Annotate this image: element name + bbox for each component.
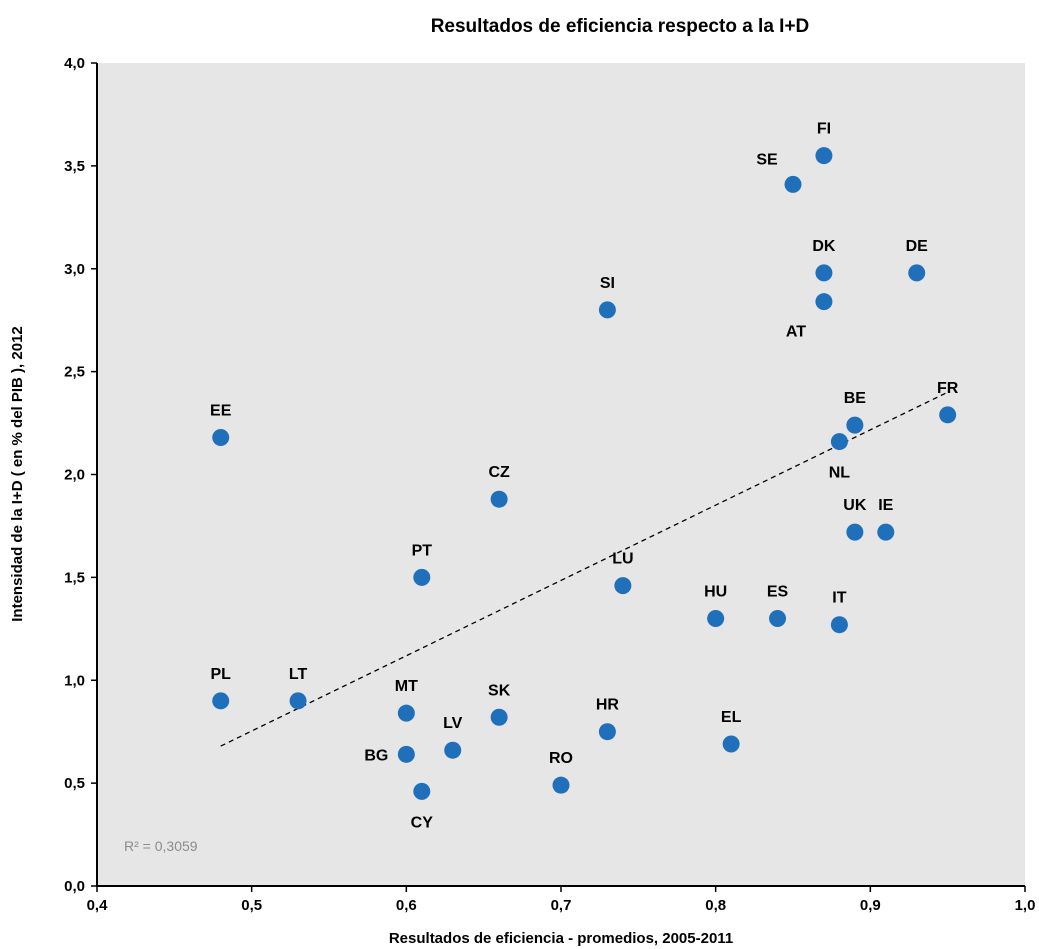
data-point-sk	[490, 708, 508, 726]
data-point-lv	[444, 741, 462, 759]
point-label-fr: FR	[937, 380, 959, 397]
data-point-cz	[490, 490, 508, 508]
point-label-sk: SK	[488, 682, 511, 699]
r-squared-label: R² = 0,3059	[124, 838, 198, 854]
data-point-pl	[212, 692, 230, 710]
y-tick-label: 2,5	[64, 364, 85, 381]
point-label-it: IT	[832, 590, 846, 607]
y-tick-label: 1,0	[64, 672, 85, 689]
data-point-hr	[598, 723, 616, 741]
data-point-si	[598, 301, 616, 319]
x-tick-label: 0,6	[396, 897, 417, 914]
x-tick-label: 0,5	[241, 897, 262, 914]
x-tick-label: 0,8	[705, 897, 726, 914]
data-point-bg	[397, 745, 415, 763]
point-label-se: SE	[756, 151, 778, 168]
data-point-dk	[815, 264, 833, 282]
y-tick-label: 1,5	[64, 569, 85, 586]
point-label-cy: CY	[411, 814, 434, 831]
data-point-el	[722, 735, 740, 753]
data-point-mt	[397, 704, 415, 722]
point-label-lu: LU	[612, 551, 633, 568]
point-label-dk: DK	[812, 238, 836, 255]
x-tick-label: 0,4	[87, 897, 109, 914]
point-label-ro: RO	[549, 750, 573, 767]
point-label-ie: IE	[878, 497, 893, 514]
y-tick-label: 0,5	[64, 775, 85, 792]
x-tick-label: 1,0	[1015, 897, 1036, 914]
x-tick-label: 0,9	[860, 897, 881, 914]
point-label-si: SI	[600, 275, 615, 292]
point-label-bg: BG	[364, 747, 388, 764]
point-label-pl: PL	[211, 666, 232, 683]
data-points: FI SE DK DE AT SI EE FR BE NL CZ UK IE PT LU HU ES IT PL LT…	[210, 121, 959, 832]
data-point-ro	[552, 776, 570, 794]
data-point-it	[830, 616, 848, 634]
data-point-at	[815, 293, 833, 311]
point-label-es: ES	[767, 584, 789, 601]
data-point-lt	[289, 692, 307, 710]
y-tick-label: 0,0	[64, 878, 85, 895]
data-point-fr	[939, 406, 957, 424]
point-label-at: AT	[786, 324, 806, 341]
data-point-de	[908, 264, 926, 282]
point-label-pt: PT	[412, 542, 433, 559]
point-label-mt: MT	[395, 678, 418, 695]
data-point-ee	[212, 428, 230, 446]
point-label-lt: LT	[289, 666, 308, 683]
y-axis-title: Intensidad de la I+D ( en % del PIB ), 2…	[9, 326, 26, 622]
data-point-es	[769, 610, 787, 628]
y-tick-label: 3,5	[64, 158, 85, 175]
point-label-cz: CZ	[488, 464, 510, 481]
data-point-fi	[815, 147, 833, 165]
data-point-se	[784, 175, 802, 193]
point-label-de: DE	[906, 238, 929, 255]
data-point-hu	[707, 610, 725, 628]
data-point-cy	[413, 782, 431, 800]
x-axis-title: Resultados de eficiencia - promedios, 20…	[389, 930, 733, 947]
chart-title: Resultados de eficiencia respecto a la I…	[431, 16, 810, 37]
point-label-lv: LV	[443, 715, 463, 732]
point-label-nl: NL	[829, 465, 851, 482]
data-point-ie	[877, 523, 895, 541]
point-label-uk: UK	[843, 497, 867, 514]
point-label-fi: FI	[817, 121, 831, 138]
y-tick-label: 2,0	[64, 467, 85, 484]
x-tick-label: 0,7	[551, 897, 572, 914]
data-point-be	[846, 416, 864, 434]
point-label-be: BE	[844, 390, 867, 407]
point-label-el: EL	[721, 709, 742, 726]
data-point-pt	[413, 568, 431, 586]
point-label-ee: EE	[210, 402, 232, 419]
data-point-nl	[830, 433, 848, 451]
y-axis-ticks: 0,0 0,5 1,0 1,5 2,0 2,5 3,0 3,5 4,0	[64, 55, 97, 895]
y-tick-label: 4,0	[64, 55, 85, 72]
point-label-hu: HU	[704, 584, 727, 601]
point-label-hr: HR	[596, 697, 620, 714]
x-axis-ticks: 0,4 0,5 0,6 0,7 0,8 0,9 1,0	[87, 886, 1036, 914]
y-tick-label: 3,0	[64, 261, 85, 278]
plot-area	[97, 63, 1025, 886]
data-point-uk	[846, 523, 864, 541]
data-point-lu	[614, 577, 632, 595]
